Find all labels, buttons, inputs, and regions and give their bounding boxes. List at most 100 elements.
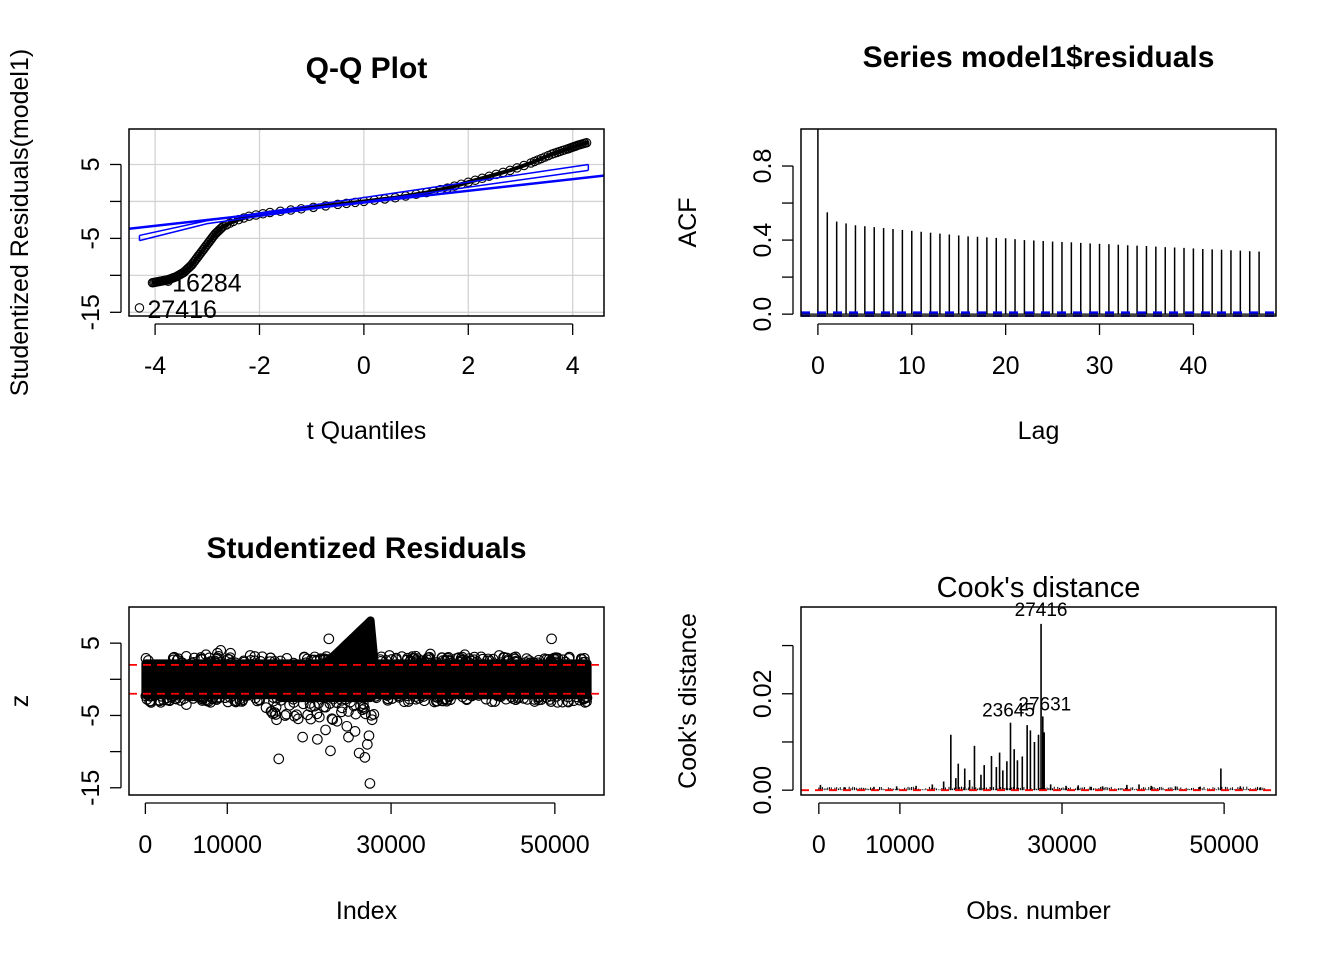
residual-point [245, 654, 257, 666]
residual-outlier-point [325, 745, 336, 757]
x-tick-label: 20 [992, 352, 1020, 380]
x-axis-label: t Quantiles [307, 417, 427, 445]
residual-outlier-point [475, 651, 487, 663]
residual-outlier-point [357, 704, 368, 716]
residual-point [336, 706, 347, 718]
plot-frame [800, 606, 1277, 796]
residual-point [222, 653, 234, 665]
residual-point [230, 696, 242, 708]
residual-point [313, 698, 324, 709]
residual-outlier-point [323, 633, 335, 645]
residual-point [144, 690, 156, 701]
residual-point [456, 654, 468, 666]
cooks-distance-panel: Cook's distance Obs. number Cook's distanc… [674, 572, 1277, 925]
residual-outlier-point [508, 652, 520, 663]
y-tick-label: 5 [77, 636, 105, 650]
x-tick-label: 0 [812, 831, 826, 859]
residual-point [557, 654, 569, 666]
residual-outlier-point [364, 778, 376, 789]
x-tick-label: 10 [898, 352, 926, 380]
residual-point [288, 657, 299, 669]
y-tick-label: -5 [77, 704, 105, 726]
residual-point [251, 695, 263, 707]
residual-outlier-point [273, 753, 285, 765]
y-tick-label: -15 [77, 294, 105, 330]
residual-point [562, 696, 574, 707]
plot-frame [128, 128, 605, 317]
residual-point [482, 653, 494, 665]
residual-point [552, 696, 563, 708]
residual-point [442, 652, 453, 664]
residual-outlier-point [225, 647, 236, 659]
residual-point [366, 714, 378, 726]
residual-point [271, 714, 282, 726]
x-tick-label: -4 [144, 352, 166, 380]
x-axis-label: Obs. number [966, 897, 1111, 925]
outlier-label: 16284 [172, 269, 242, 297]
plot-title: Q-Q Plot [306, 52, 428, 85]
residual-outlier-point [363, 730, 375, 742]
residual-point [563, 652, 575, 664]
residual-outlier-point [145, 697, 157, 708]
residual-point [370, 690, 382, 702]
residual-point [287, 693, 299, 705]
qq-outlier-point [134, 303, 145, 313]
x-tick-label: 0 [357, 352, 371, 380]
y-axis-label: ACF [674, 198, 702, 248]
residual-outlier-point [305, 713, 317, 725]
y-tick-label: 0.00 [749, 766, 777, 815]
y-tick-label: 0.4 [749, 223, 777, 258]
x-tick-label: 10000 [865, 831, 935, 859]
plot-frame [128, 606, 605, 796]
residual-point [326, 713, 338, 725]
residual-point [237, 689, 249, 701]
residual-outlier-point [353, 747, 365, 759]
residual-point [249, 651, 261, 662]
residual-point [535, 694, 547, 705]
residual-outlier-point [289, 710, 300, 722]
x-tick-label: 0 [138, 831, 152, 859]
residual-point [140, 653, 152, 664]
residual-outlier-point [343, 731, 354, 743]
residual-point [180, 651, 192, 662]
residual-point [398, 696, 410, 708]
residual-outlier-point [244, 650, 256, 661]
residual-point [311, 708, 323, 720]
residual-point [418, 695, 430, 707]
residual-point [396, 651, 408, 663]
x-tick-label: 10000 [193, 831, 263, 859]
y-tick-label: -5 [77, 227, 105, 249]
residual-point [327, 714, 339, 725]
residual-point [268, 695, 279, 707]
residual-point [270, 701, 282, 713]
residual-outlier-point [331, 715, 343, 727]
residual-outlier-point [546, 633, 557, 645]
residual-point [375, 655, 387, 667]
y-axis-label: z [6, 695, 34, 708]
residual-point [462, 656, 474, 668]
residuals-plot-area [129, 616, 604, 789]
qq-plot-area [129, 129, 604, 316]
x-tick-label: 0 [811, 352, 825, 380]
confidence-envelope-lower [139, 169, 589, 242]
residual-point [367, 652, 379, 664]
x-tick-label: 30 [1086, 352, 1114, 380]
residual-point [402, 690, 414, 702]
residual-point [568, 695, 580, 707]
residual-outlier-point [212, 647, 223, 659]
residual-point [413, 692, 425, 704]
residual-point [481, 655, 493, 667]
x-tick-label: 50000 [520, 831, 590, 859]
cooks-point-label: 27416 [1015, 600, 1068, 621]
residual-point [323, 656, 335, 668]
residual-point [265, 652, 276, 664]
residual-outlier-point [180, 699, 192, 710]
residual-point [336, 702, 348, 714]
residual-outlier-point [436, 652, 448, 663]
x-tick-label: -2 [248, 352, 270, 380]
residual-point [562, 691, 574, 703]
residual-point [267, 692, 279, 703]
residual-point [574, 694, 585, 706]
residual-outlier-point [200, 649, 212, 661]
residual-point [195, 652, 207, 663]
